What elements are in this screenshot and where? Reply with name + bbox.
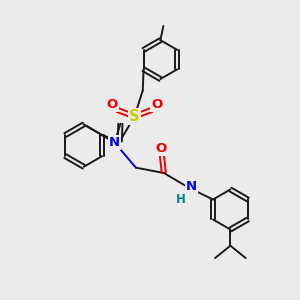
Text: O: O: [156, 142, 167, 155]
Text: H: H: [176, 193, 186, 206]
Text: S: S: [129, 109, 140, 124]
Text: N: N: [109, 136, 120, 149]
Text: N: N: [186, 180, 197, 193]
Text: O: O: [106, 98, 118, 111]
Text: O: O: [151, 98, 163, 111]
